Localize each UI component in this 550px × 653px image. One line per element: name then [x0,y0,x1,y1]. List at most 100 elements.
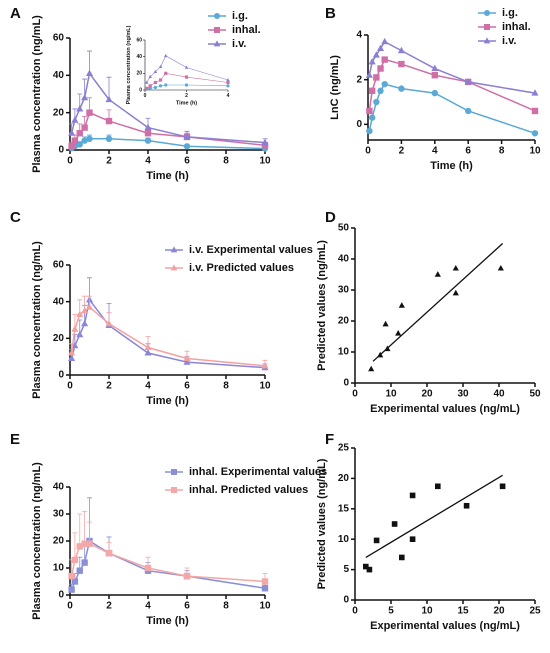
marker [363,563,369,570]
marker [144,123,152,131]
x-tick-label: 6 [184,381,190,392]
marker [261,138,269,146]
marker [76,543,83,550]
x-tick-label: 50 [529,389,541,400]
y-tick-label: 5 [343,564,349,575]
marker [144,130,152,137]
x-tick-label: 0 [352,389,358,400]
y-tick-label: 30 [338,285,350,296]
y-tick-label: 20 [53,536,65,547]
marker [68,354,76,362]
legend-marker [483,37,491,44]
marker [261,142,269,149]
x-tick-label: 0 [352,606,358,617]
y-tick-label: 4 [356,30,362,41]
y-tick-label: 10 [338,534,350,545]
marker [434,271,441,277]
y-tick-label: 20 [338,316,350,327]
x-axis-title: Time (h) [430,160,473,172]
marker [366,566,373,573]
y-tick-label: 0 [58,590,64,601]
y-tick-label: 60 [53,33,65,44]
marker [409,536,416,542]
marker [68,572,75,580]
marker [382,320,389,327]
marker [463,502,470,509]
legend-marker [170,246,178,253]
series-line [368,58,536,112]
marker [398,85,405,92]
error-bar [72,532,78,560]
marker [71,556,79,564]
marker [368,114,376,121]
legend-label: inhal. Predicted values [189,484,308,496]
y-tick-label: 0 [58,370,64,381]
marker [261,578,269,585]
x-tick-label: 4 [227,93,230,99]
marker [381,80,388,88]
marker [81,306,89,314]
marker [184,83,189,87]
y-tick-label: 2 [356,74,362,85]
marker [158,84,163,88]
x-tick-label: 0 [67,156,73,167]
x-tick-label: 10 [259,381,271,392]
marker [397,46,405,54]
error-bar [82,510,88,544]
x-tick-label: 2 [399,146,405,157]
y-tick-label: 15 [338,503,350,514]
legend-marker [213,40,221,47]
marker [105,95,113,103]
legend-marker [214,13,220,19]
x-tick-label: 40 [493,389,505,400]
y-tick-label: 40 [53,70,65,81]
marker [68,143,75,150]
series-line [368,83,536,135]
legend-label: inhal. Experimental values [189,466,327,478]
marker [81,137,88,144]
panel-letter: A [10,5,21,22]
marker [409,492,416,499]
marker [158,78,163,82]
marker [81,93,89,101]
y-tick-label: 0 [343,378,349,389]
panel-letter: D [325,209,336,226]
marker [226,80,230,85]
x-tick-label: 0 [67,601,73,612]
panel-letter: C [10,209,21,226]
marker [148,74,152,78]
marker [76,130,83,137]
marker [531,89,539,96]
marker [373,74,380,81]
marker [86,109,93,116]
y-tick-label: 50 [338,223,350,234]
y-axis-title: LnC (ng/mL) [329,55,341,120]
marker [431,89,438,97]
legend-label: i.v. [232,38,246,50]
marker [368,365,375,372]
x-tick-label: 0 [365,146,371,157]
marker [365,71,373,78]
marker [153,69,158,73]
y-tick-label: 30 [53,509,65,520]
marker [144,564,152,572]
marker [226,84,230,88]
x-tick-label: 20 [421,389,433,400]
marker [153,80,157,85]
y-tick-label: 25 [338,443,350,454]
marker [381,37,389,45]
marker [497,264,504,271]
x-axis-title: Time (h) [176,100,197,106]
marker [81,540,88,547]
marker [105,549,113,557]
x-tick-label: 2 [185,93,188,99]
x-axis-title: Time (h) [146,615,189,627]
y-axis-title: Plasma concentration (ng/mL) [31,15,43,173]
marker [398,60,405,68]
legend-label: inhal. [502,21,531,33]
marker [184,65,189,69]
x-tick-label: 8 [223,381,229,392]
legend-marker [171,469,177,475]
marker [391,521,398,527]
x-tick-label: 10 [259,601,271,612]
